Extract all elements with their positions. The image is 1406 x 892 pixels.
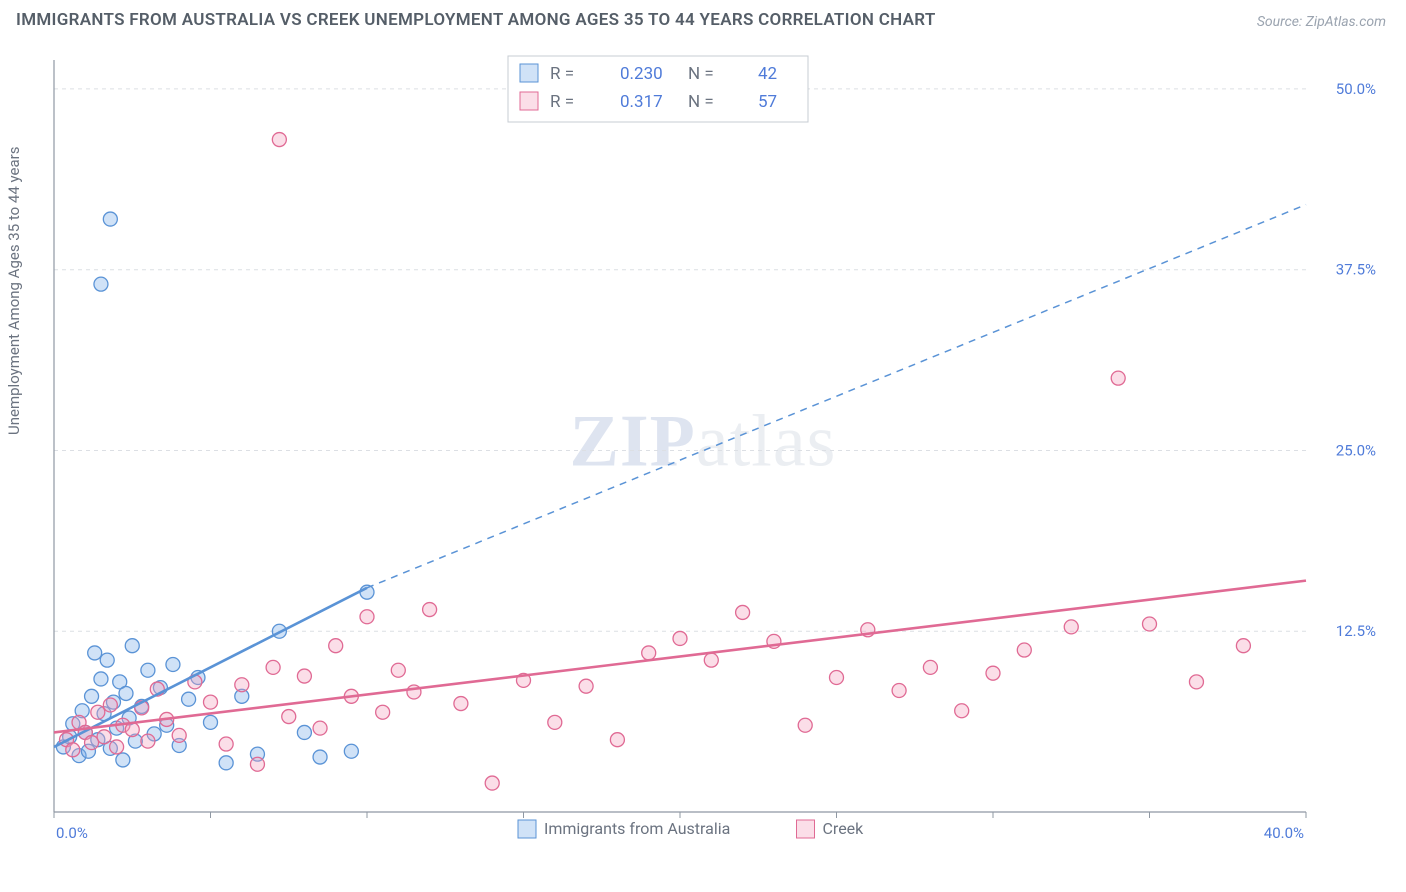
scatter-chart-svg: 12.5% 25.0% 37.5% 50.0% 0.0% 40.0% R = 0.230 N =…: [48, 42, 1386, 854]
x-legend-label: Immigrants from Australia: [544, 819, 730, 838]
data-point: [736, 605, 750, 619]
data-point: [219, 737, 233, 751]
y-tick-label: 37.5%: [1336, 261, 1376, 279]
data-point: [297, 669, 311, 683]
data-point: [85, 689, 99, 703]
data-point: [423, 603, 437, 617]
x-legend-label: Creek: [823, 819, 865, 838]
data-point: [1064, 620, 1078, 634]
trend-line-extrapolated: [367, 205, 1306, 588]
data-point: [141, 734, 155, 748]
data-point: [182, 692, 196, 706]
data-point: [579, 679, 593, 693]
y-tick-label: 50.0%: [1336, 80, 1376, 98]
x-legend-swatch: [518, 820, 536, 838]
x-tick-label-min: 0.0%: [56, 824, 88, 842]
data-point: [923, 660, 937, 674]
data-point: [204, 715, 218, 729]
data-point: [141, 663, 155, 677]
data-point: [798, 718, 812, 732]
data-point: [94, 672, 108, 686]
data-point: [297, 725, 311, 739]
data-point: [110, 740, 124, 754]
data-point: [172, 728, 186, 742]
x-tick-label-max: 40.0%: [1264, 824, 1304, 842]
data-point: [103, 212, 117, 226]
chart-area: 12.5% 25.0% 37.5% 50.0% 0.0% 40.0% R = 0.230 N =…: [48, 42, 1386, 854]
data-point: [125, 639, 139, 653]
data-point: [1236, 639, 1250, 653]
data-point: [548, 715, 562, 729]
data-point: [955, 704, 969, 718]
legend-swatch: [520, 92, 538, 110]
trend-line: [54, 581, 1306, 733]
data-point: [1189, 675, 1203, 689]
legend-r-label: R =: [550, 64, 574, 84]
data-point: [116, 753, 130, 767]
data-point: [1143, 617, 1157, 631]
data-point: [391, 663, 405, 677]
legend-n-label: N =: [688, 92, 714, 112]
y-axis-label: Unemployment Among Ages 35 to 44 years: [5, 147, 23, 435]
data-point: [272, 133, 286, 147]
data-point: [94, 277, 108, 291]
data-point: [250, 757, 264, 771]
x-legend-swatch: [797, 820, 815, 838]
data-point: [88, 646, 102, 660]
legend-n-value: 42: [758, 64, 777, 84]
data-point: [313, 750, 327, 764]
data-point: [642, 646, 656, 660]
data-point: [986, 666, 1000, 680]
data-point: [119, 686, 133, 700]
data-point: [1017, 643, 1031, 657]
legend-n-label: N =: [688, 64, 714, 84]
data-point: [673, 631, 687, 645]
legend-r-value: 0.230: [620, 64, 663, 84]
data-point: [892, 684, 906, 698]
y-tick-label: 25.0%: [1336, 441, 1376, 459]
data-point: [830, 671, 844, 685]
chart-title: IMMIGRANTS FROM AUSTRALIA VS CREEK UNEMP…: [16, 10, 936, 30]
data-point: [97, 730, 111, 744]
y-tick-label: 12.5%: [1336, 622, 1376, 640]
data-point: [704, 653, 718, 667]
data-point: [85, 736, 99, 750]
legend-r-label: R =: [550, 92, 574, 112]
data-point: [1111, 371, 1125, 385]
data-point: [66, 743, 80, 757]
data-point: [485, 776, 499, 790]
data-point: [91, 705, 105, 719]
data-point: [166, 657, 180, 671]
data-point: [344, 744, 358, 758]
legend-swatch: [520, 64, 538, 82]
data-point: [100, 653, 114, 667]
legend-n-value: 57: [758, 92, 777, 112]
data-point: [103, 698, 117, 712]
data-point: [454, 697, 468, 711]
data-point: [360, 610, 374, 624]
data-point: [266, 660, 280, 674]
source-attribution: Source: ZipAtlas.com: [1257, 14, 1386, 30]
data-point: [219, 756, 233, 770]
data-point: [282, 710, 296, 724]
data-point: [376, 705, 390, 719]
data-point: [235, 678, 249, 692]
data-point: [610, 733, 624, 747]
data-point: [329, 639, 343, 653]
data-point: [313, 721, 327, 735]
data-point: [204, 695, 218, 709]
legend-r-value: 0.317: [620, 92, 663, 112]
